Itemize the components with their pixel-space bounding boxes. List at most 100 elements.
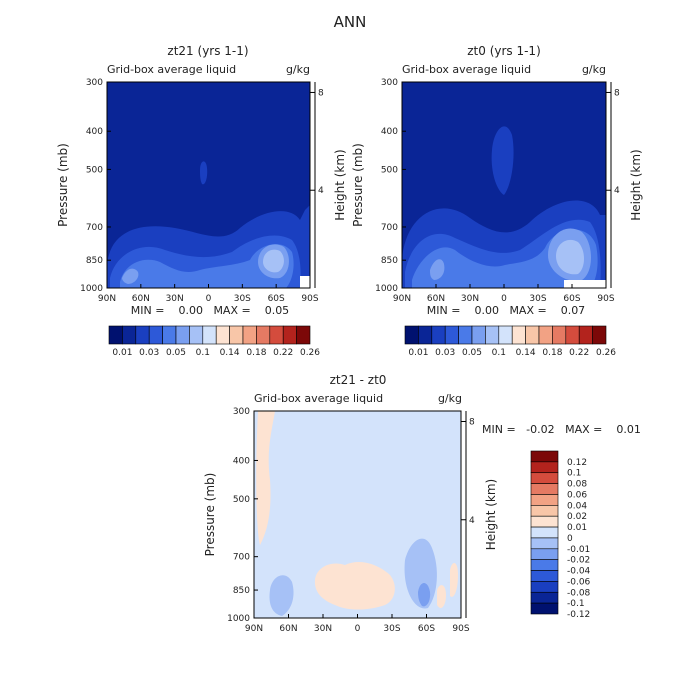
- colorbar-label: 0.22: [273, 348, 293, 358]
- colorbar-swatch: [404, 325, 419, 345]
- colorbar-swatch: [108, 325, 123, 345]
- colorbar-swatch: [189, 325, 204, 345]
- colorbar-swatch: [530, 559, 559, 571]
- colorbar-label: -0.08: [567, 588, 591, 598]
- panel1-contour-7: [200, 161, 208, 185]
- colorbar-swatch: [135, 325, 150, 345]
- y-tick-label: 500: [381, 165, 398, 175]
- colorbar-swatch: [530, 461, 559, 474]
- y-tick-label: 1000: [375, 284, 398, 294]
- y-tick-label: 700: [233, 553, 250, 563]
- y-tick-label: 500: [86, 165, 103, 175]
- colorbar-swatch: [552, 325, 567, 345]
- colorbar-swatch: [530, 602, 559, 615]
- x-tick-label: 30N: [314, 624, 332, 634]
- x-tick-label: 30S: [234, 294, 251, 304]
- colorbar-swatch: [565, 325, 580, 345]
- panel3-subtitle: Grid-box average liquid: [254, 392, 383, 405]
- colorbar-swatch: [530, 570, 559, 582]
- panel-zt0: zt0 (yrs 1-1) Grid-box average liquid g/…: [351, 44, 643, 358]
- panel3-axes: 90N 60N 30N 0 30S 60S 90S 300 400 500 700 850 1000 8 4…: [203, 407, 498, 634]
- colorbar-label: 0.22: [569, 348, 589, 358]
- y-tick-label: 700: [86, 223, 103, 233]
- colorbar-swatch: [530, 537, 559, 550]
- panel1-title: zt21 (yrs 1-1): [167, 44, 248, 58]
- y2-tick-label: 8: [469, 418, 475, 428]
- panel1-nodata: [300, 276, 310, 288]
- panel1-axes: 90N 60N 30N 0 30S 60S 90S 300 400 500 700 850 1000 8 4…: [56, 78, 347, 304]
- panel3-pos-3: [437, 585, 446, 609]
- x-tick-label: 0: [501, 294, 507, 304]
- y-axis-label: Pressure (mb): [351, 143, 365, 227]
- x-tick-label: 90N: [393, 294, 411, 304]
- main-title: ANN: [334, 13, 367, 31]
- panel1-colorbar: 0.01 0.03 0.05 0.1 0.14 0.18 0.22 0.26: [108, 325, 320, 358]
- colorbar-swatch: [471, 325, 486, 345]
- colorbar-label: 0.26: [596, 348, 616, 358]
- y-tick-label: 300: [86, 78, 103, 88]
- panel2-contour-5: [556, 239, 584, 275]
- colorbar-swatch: [296, 325, 311, 345]
- y2-tick-label: 8: [614, 88, 620, 98]
- colorbar-label: 0.04: [567, 501, 587, 511]
- panel-difference: zt21 - zt0 Grid-box average liquid g/kg …: [203, 373, 641, 634]
- panel3-neg-1: [269, 575, 294, 616]
- colorbar-swatch: [229, 325, 244, 345]
- colorbar-label: -0.01: [567, 545, 590, 555]
- colorbar-swatch: [242, 325, 257, 345]
- panel1-contour-3: [120, 244, 294, 288]
- x-tick-label: 60S: [563, 294, 580, 304]
- x-tick-label: 60N: [132, 294, 150, 304]
- y2-tick-label: 8: [318, 88, 324, 98]
- colorbar-label: 0.26: [300, 348, 320, 358]
- colorbar-label: 0.06: [567, 490, 587, 500]
- colorbar-swatch: [444, 325, 459, 345]
- panel3-stats: MIN = -0.02 MAX = 0.01: [482, 423, 641, 436]
- y2-tick-label: 4: [614, 186, 620, 196]
- panel3-units: g/kg: [438, 392, 462, 405]
- panel2-contour-7: [491, 126, 514, 195]
- colorbar-swatch: [485, 325, 500, 345]
- y-tick-label: 400: [381, 127, 398, 137]
- x-tick-label: 90N: [98, 294, 116, 304]
- panel1-subtitle: Grid-box average liquid: [107, 63, 236, 76]
- colorbar-label: -0.04: [567, 567, 591, 577]
- y2-tick-label: 4: [318, 186, 324, 196]
- colorbar-label: 0.01: [112, 348, 132, 358]
- colorbar-swatch: [458, 325, 473, 345]
- colorbar-swatch: [530, 483, 559, 495]
- panel1-contour-5: [263, 249, 284, 273]
- panel3-pos-2: [314, 561, 395, 610]
- colorbar-swatch: [431, 325, 446, 345]
- colorbar-swatch: [530, 591, 559, 604]
- x-tick-label: 60N: [279, 624, 297, 634]
- panel3-colorbar: 0.120.10.080.060.040.020.010-0.01-0.02-0…: [530, 450, 591, 620]
- x-tick-label: 90S: [301, 294, 318, 304]
- colorbar-swatch: [202, 325, 217, 345]
- x-tick-label: 60S: [418, 624, 435, 634]
- panel3-pos-4: [450, 563, 458, 597]
- x-tick-label: 0: [355, 624, 361, 634]
- panel3-neg-3: [418, 583, 431, 607]
- y-tick-label: 850: [381, 256, 398, 266]
- y-tick-label: 1000: [80, 284, 103, 294]
- colorbar-label: -0.06: [567, 577, 591, 587]
- y-axis-label: Pressure (mb): [203, 473, 217, 557]
- colorbar-label: 0.1: [492, 348, 506, 358]
- x-tick-label: 90S: [452, 624, 469, 634]
- panel1-field: [107, 82, 310, 288]
- panel1-stats: MIN = 0.00 MAX = 0.05: [131, 304, 289, 317]
- colorbar-label: 0.1: [567, 469, 581, 479]
- colorbar-label: 0.14: [516, 348, 536, 358]
- colorbar-label: -0.02: [567, 556, 590, 566]
- colorbar-label: 0.02: [567, 512, 587, 522]
- panel2-field: [402, 82, 606, 288]
- colorbar-label: 0.1: [196, 348, 210, 358]
- colorbar-swatch: [256, 325, 271, 345]
- panel2-subtitle: Grid-box average liquid: [402, 63, 531, 76]
- y-tick-label: 400: [86, 127, 103, 137]
- panel3-pos-1: [256, 411, 275, 545]
- colorbar-swatch: [578, 325, 593, 345]
- panel2-title: zt0 (yrs 1-1): [467, 44, 541, 58]
